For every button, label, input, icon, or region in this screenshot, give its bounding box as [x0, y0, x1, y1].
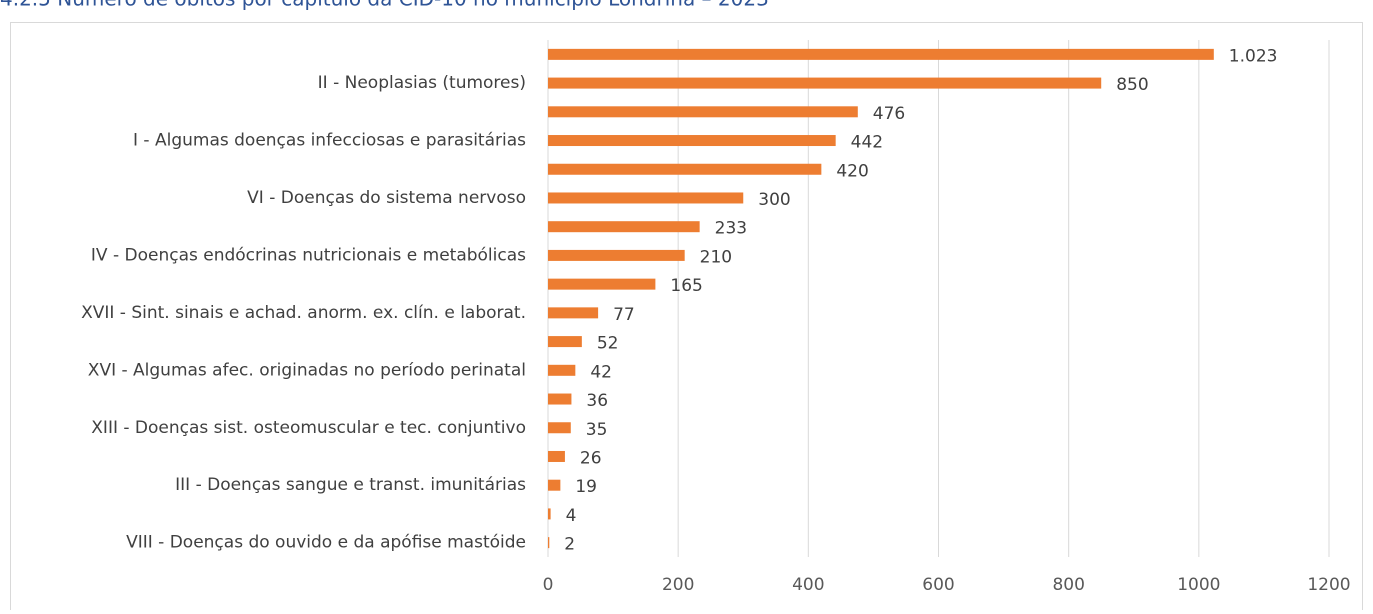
data-label: 1.023: [1229, 46, 1278, 66]
data-label: 233: [715, 219, 747, 239]
chart-frame: [10, 22, 1363, 614]
bar: [548, 450, 565, 462]
bar: [548, 135, 836, 147]
data-label: 210: [700, 247, 732, 267]
data-label: 26: [580, 448, 602, 468]
data-label: 35: [586, 420, 608, 440]
x-tick-label: 600: [922, 575, 954, 595]
data-label: 36: [586, 391, 608, 411]
y-tick-label: IV - Doenças endócrinas nutricionais e m…: [91, 245, 526, 265]
y-tick-label: XIII - Doenças sist. osteomuscular e tec…: [91, 418, 526, 438]
bar: [548, 307, 599, 319]
data-label: 442: [851, 133, 883, 153]
x-tick-label: 400: [792, 575, 824, 595]
data-label: 19: [575, 477, 597, 497]
x-tick-label: 1200: [1307, 575, 1350, 595]
data-label: 4: [566, 506, 577, 526]
data-label: 300: [758, 190, 790, 210]
chart-title: 4.2.5 Número de óbitos por capítulo da C…: [0, 0, 769, 11]
bar: [548, 163, 822, 175]
bar: [548, 336, 582, 348]
data-label: 420: [836, 161, 868, 181]
bar: [548, 422, 571, 434]
x-tick-label: 1000: [1177, 575, 1220, 595]
y-tick-label: VIII - Doenças do ouvido e da apófise ma…: [126, 533, 526, 553]
bar: [548, 77, 1102, 89]
bar: [548, 364, 576, 376]
data-label: 476: [873, 104, 905, 124]
y-tick-label: III - Doenças sangue e transt. imunitári…: [175, 475, 526, 495]
data-label: 165: [670, 276, 702, 296]
bar: [548, 106, 858, 118]
y-tick-label: VI - Doenças do sistema nervoso: [247, 188, 526, 208]
x-tick-label: 800: [1052, 575, 1084, 595]
bar: [548, 393, 572, 405]
bar: [548, 479, 561, 491]
bar: [548, 249, 685, 261]
data-label: 52: [597, 334, 619, 354]
y-tick-label: XVII - Sint. sinais e achad. anorm. ex. …: [81, 303, 526, 323]
bar: [548, 508, 551, 520]
bar: [548, 221, 700, 233]
bar: [548, 192, 744, 204]
y-tick-label: II - Neoplasias (tumores): [318, 73, 526, 93]
bar: [548, 48, 1214, 60]
bar: [548, 278, 656, 290]
y-tick-label: XVI - Algumas afec. originadas no períod…: [88, 360, 526, 380]
bar: [548, 537, 550, 549]
x-tick-label: 200: [662, 575, 694, 595]
data-label: 42: [590, 362, 612, 382]
y-tick-label: I - Algumas doenças infecciosas e parasi…: [133, 131, 526, 151]
data-label: 77: [613, 305, 635, 325]
data-label: 2: [564, 535, 575, 555]
x-tick-label: 0: [543, 575, 554, 595]
data-label: 850: [1116, 75, 1148, 95]
